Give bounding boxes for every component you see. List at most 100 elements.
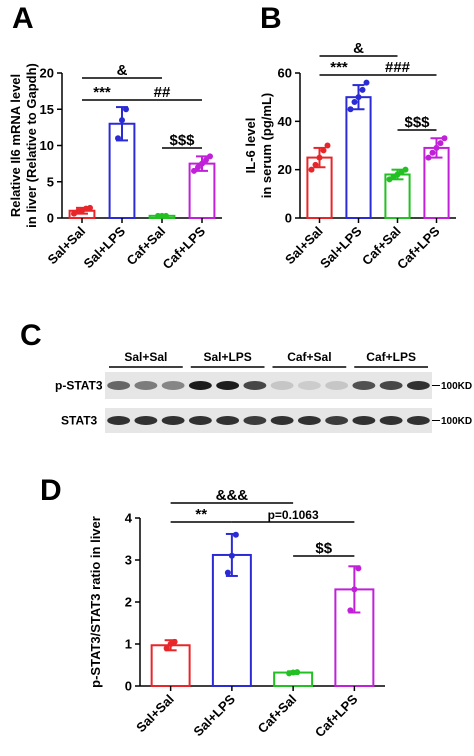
blot-band [188, 381, 212, 390]
blot-band [216, 381, 240, 390]
blot-band [270, 381, 294, 390]
data-point [316, 154, 323, 161]
y-axis-label: in liver (Relative to Gapdh) [24, 63, 39, 228]
blot-band [243, 416, 267, 425]
significance-label: *** [330, 59, 348, 76]
data-point [355, 565, 362, 572]
panel-label: D [40, 474, 62, 507]
data-point [191, 167, 197, 174]
blot-band [379, 381, 403, 390]
significance-label: $$ [315, 540, 332, 557]
data-point [355, 94, 362, 101]
data-point [203, 157, 209, 163]
size-marker: 100KD [441, 381, 472, 392]
y-tick-label: 5 [47, 174, 54, 189]
blot-band [352, 416, 376, 425]
y-tick-label: 2 [125, 595, 132, 610]
y-tick-label: 4 [125, 511, 133, 526]
data-point [320, 147, 327, 154]
x-tick-label: Caf+Sal [255, 692, 300, 737]
data-point [163, 645, 170, 652]
blot-band [243, 381, 267, 390]
lane-group-label: Caf+LPS [366, 350, 416, 364]
lane-group-label: Sal+Sal [124, 350, 167, 364]
panel-label: B [260, 2, 282, 35]
x-tick-label: Caf+LPS [394, 223, 443, 272]
y-tick-label: 10 [40, 138, 54, 153]
significance-label: & [117, 62, 128, 79]
bar [150, 644, 191, 688]
y-tick-label: 20 [278, 162, 292, 177]
x-tick-label: Caf+LPS [312, 691, 361, 740]
y-tick-label: 60 [278, 66, 292, 81]
significance-label: ### [385, 59, 411, 76]
blot-band [325, 381, 349, 390]
data-point [232, 531, 239, 538]
data-point [347, 607, 354, 614]
blot-band [406, 381, 430, 390]
significance-label: $$$ [169, 132, 195, 149]
data-point [351, 99, 358, 105]
x-tick-label: Caf+LPS [159, 223, 208, 272]
blot-band [352, 381, 376, 390]
data-point [115, 135, 121, 142]
data-point [324, 142, 331, 149]
data-point [437, 140, 444, 147]
data-point [224, 569, 231, 576]
significance-label: p=0.1063 [268, 508, 319, 522]
blot-band [297, 381, 321, 390]
y-axis-label: p-STAT3/STAT3 ratio in liver [88, 516, 103, 688]
data-point [359, 86, 366, 93]
significance-label: &&& [216, 487, 249, 504]
significance-label: ** [195, 506, 207, 523]
blot-band [107, 416, 131, 425]
data-point [294, 669, 301, 676]
x-tick-label: Sal+LPS [317, 223, 365, 271]
data-point [433, 144, 440, 151]
blot-band [216, 416, 240, 425]
size-marker: 100KD [441, 416, 472, 427]
data-point [351, 586, 358, 593]
data-point [402, 166, 409, 173]
data-point [195, 164, 201, 171]
data-point [347, 106, 354, 113]
y-axis-label: in serum (pg/mL) [259, 93, 274, 198]
blot-band [325, 416, 349, 425]
y-tick-label: 3 [125, 553, 132, 568]
data-point [228, 552, 235, 559]
y-tick-label: 20 [40, 66, 54, 81]
data-point [123, 106, 129, 113]
significance-label: ## [154, 84, 171, 101]
data-point [119, 117, 125, 124]
data-point [199, 160, 205, 167]
y-tick-label: 0 [125, 679, 132, 694]
bar [345, 96, 372, 219]
significance-label: $$$ [404, 114, 430, 131]
y-tick-label: 0 [47, 211, 54, 226]
data-point [308, 166, 315, 173]
panel-label: A [12, 2, 34, 35]
x-tick-label: Sal+Sal [133, 692, 177, 736]
data-point [312, 161, 319, 168]
blot-band [107, 381, 131, 390]
blot-band [161, 416, 185, 425]
y-tick-label: 0 [285, 211, 292, 226]
data-point [207, 153, 213, 160]
blot-background [105, 408, 432, 433]
y-tick-label: 1 [125, 637, 132, 652]
x-tick-label: Sal+LPS [190, 691, 238, 739]
y-tick-label: 15 [40, 102, 54, 117]
significance-label: *** [93, 84, 111, 101]
blot-band [188, 416, 212, 425]
data-point [363, 79, 370, 86]
y-axis-label: IL-6 level [243, 118, 258, 174]
row-label: STAT3 [61, 414, 98, 428]
lane-group-label: Sal+LPS [203, 350, 251, 364]
lane-group-label: Caf+Sal [287, 350, 331, 364]
blot-band [270, 416, 294, 425]
blot-band [161, 381, 185, 390]
y-tick-label: 40 [278, 114, 292, 129]
data-point [163, 212, 169, 219]
data-point [441, 135, 448, 142]
